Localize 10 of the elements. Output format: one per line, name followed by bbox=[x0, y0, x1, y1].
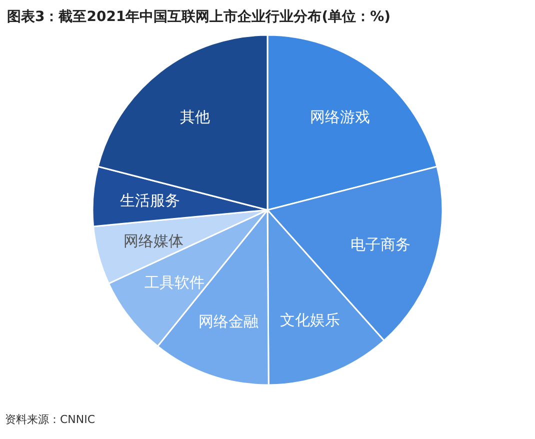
slice-label: 工具软件 bbox=[144, 274, 204, 292]
slice-label: 网络金融 bbox=[198, 312, 259, 330]
slice-label: 网络媒体 bbox=[124, 232, 184, 250]
slice-label: 其他 bbox=[180, 108, 210, 126]
chart-title: 图表3：截至2021年中国互联网上市企业行业分布(单位：%) bbox=[7, 8, 391, 25]
slice-label: 生活服务 bbox=[120, 192, 180, 210]
slice-label: 文化娱乐 bbox=[280, 311, 340, 330]
slice-label: 网络游戏 bbox=[310, 108, 370, 126]
text: 资料来源：CNNIC bbox=[5, 413, 96, 426]
slice-label: 电子商务 bbox=[350, 235, 410, 254]
